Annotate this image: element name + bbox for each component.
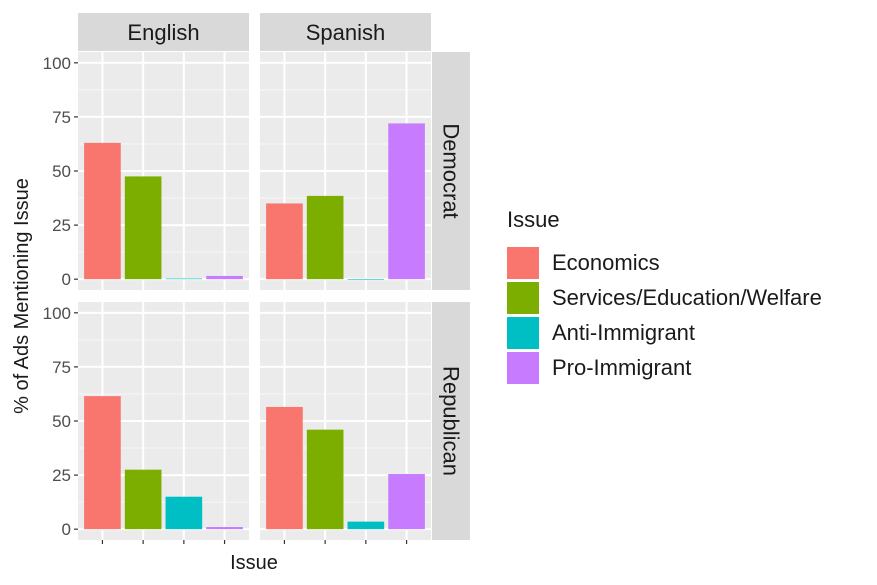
facet-strip-republican [432,302,470,540]
y-tick-label: 75 [52,358,71,377]
bar-services-education-welfare [306,429,344,530]
y-axis-title: % of Ads Mentioning Issue [11,178,33,414]
legend-label: Anti-Immigrant [552,319,696,345]
bar-economics [84,142,121,280]
bar-economics [266,406,303,530]
bar-pro-immigrant [388,474,425,530]
bar-pro-immigrant [206,275,243,280]
legend-item-services: Services/Education/Welfare [507,280,867,315]
facet-strip-label: Republican [439,366,464,476]
legend-swatch-pro-immigrant [507,351,539,384]
legend-label: Services/Education/Welfare [552,284,822,310]
y-tick-label: 50 [52,162,71,181]
y-tick-label: 25 [52,466,71,485]
legend-item-economics: Economics [507,245,867,280]
legend-label: Economics [552,249,660,275]
bar-services-education-welfare [124,469,162,530]
legend-swatch-economics [507,246,539,279]
y-tick-label: 50 [52,412,71,431]
facet-strip-label: Democrat [439,123,464,218]
bar-economics [84,396,121,530]
y-tick-label: 75 [52,108,71,127]
facet-strip-spanish [260,13,431,51]
bar-anti-immigrant [165,278,203,280]
x-axis-title: Issue [230,552,278,574]
legend-item-anti-immigrant: Anti-Immigrant [507,315,867,350]
legend: Issue Economics Services/Education/Welfa… [507,207,867,385]
legend-item-pro-immigrant: Pro-Immigrant [507,350,867,385]
bar-economics [266,203,303,280]
y-tick-label: 0 [62,520,71,539]
legend-title: Issue [507,207,560,232]
facet-strip-label: Spanish [306,20,386,45]
bar-anti-immigrant [347,279,385,280]
legend-swatch-services [507,281,539,314]
y-tick-label: 100 [43,54,71,73]
bar-pro-immigrant [206,527,243,530]
bar-anti-immigrant [165,496,203,530]
y-tick-label: 25 [52,216,71,235]
bar-pro-immigrant [388,123,425,280]
y-tick-label: 0 [62,270,71,289]
legend-label: Pro-Immigrant [552,354,692,380]
facet-strip-democrat [432,52,470,290]
bar-services-education-welfare [306,195,344,280]
y-tick-label: 100 [43,304,71,323]
facet-strip-english [78,13,249,51]
legend-swatch-anti-immigrant [507,316,539,349]
bar-services-education-welfare [124,176,162,280]
bar-anti-immigrant [347,521,385,530]
facet-strip-label: English [127,20,199,45]
